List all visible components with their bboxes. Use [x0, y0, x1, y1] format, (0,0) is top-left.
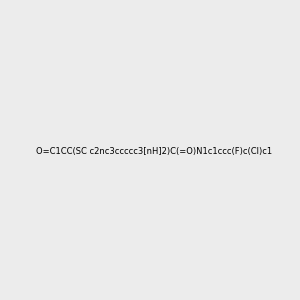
Text: O=C1CC(SC c2nc3ccccc3[nH]2)C(=O)N1c1ccc(F)c(Cl)c1: O=C1CC(SC c2nc3ccccc3[nH]2)C(=O)N1c1ccc(… [36, 147, 272, 156]
